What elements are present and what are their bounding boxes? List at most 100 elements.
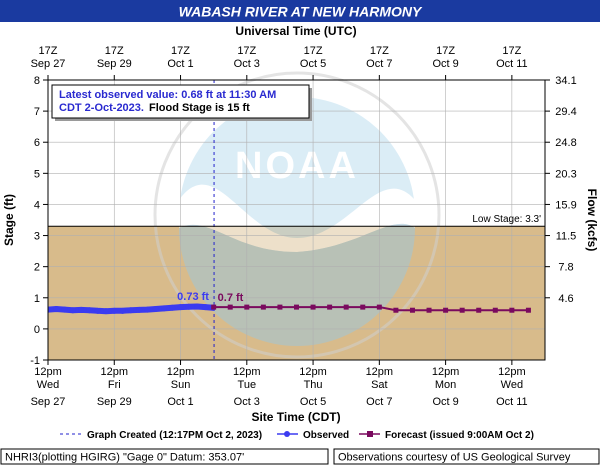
y2-tick-label: 15.9 [555, 199, 576, 211]
y2-tick-label: 7.8 [558, 262, 573, 274]
top-tick-label: Oct 9 [432, 58, 458, 70]
forecast-point [525, 307, 531, 313]
y2-tick-label: 34.1 [555, 75, 576, 87]
legend-observed-label: Observed [303, 430, 349, 441]
y-tick-label: 4 [34, 199, 40, 211]
bottom-tick-label: Sep 27 [31, 396, 66, 408]
y-tick-label: 6 [34, 137, 40, 149]
observed-point [86, 307, 93, 314]
forecast-point [294, 304, 299, 310]
legend-observed-marker [284, 431, 290, 437]
observed-point [152, 305, 159, 312]
y2-tick-label: 11.5 [556, 231, 577, 243]
top-tick-label: 17Z [105, 45, 124, 57]
observed-point [169, 304, 176, 311]
info-flood-stage: Flood Stage is 15 ft [149, 102, 250, 114]
bottom-tick-label: 12pm [233, 366, 261, 378]
forecast-crest-label: 0.7 ft [218, 292, 244, 304]
observed-point [78, 306, 85, 313]
bottom-tick-label: Mon [435, 379, 456, 391]
footer-right-text: Observations courtesy of US Geological S… [338, 452, 571, 464]
top-tick-label: Oct 5 [300, 58, 326, 70]
y-tick-label: -1 [30, 355, 40, 367]
footer-right-box [333, 448, 600, 465]
top-tick-label: Sep 27 [31, 58, 66, 70]
y2-axis-label: Flow (kcfs) [585, 189, 599, 252]
bottom-tick-label: Oct 3 [234, 396, 260, 408]
chart-title: WABASH RIVER AT NEW HARMONY [179, 4, 423, 20]
top-tick-label: Oct 1 [167, 58, 193, 70]
top-tick-label: Oct 3 [234, 58, 260, 70]
bottom-tick-label: 12pm [498, 366, 526, 378]
top-tick-label: Oct 11 [496, 58, 528, 70]
y-tick-label: 1 [34, 293, 40, 305]
top-tick-label: Oct 7 [366, 58, 392, 70]
plot-frame [47, 79, 546, 361]
y2-tick-label: 4.6 [558, 293, 573, 305]
bottom-tick-label: Oct 7 [366, 396, 392, 408]
y-tick-label: 3 [34, 231, 40, 243]
y2-tick-label: 24.8 [555, 137, 576, 149]
y-tick-label: 0 [34, 324, 40, 336]
forecast-point [509, 307, 515, 313]
bottom-tick-label: Sep 29 [97, 396, 132, 408]
top-tick-label: 17Z [502, 45, 521, 57]
observed-point [94, 307, 101, 314]
right-axis-ticks: 4.6 7.8 11.5 15.9 20.3 24.8 29.4 34.1 [545, 75, 577, 305]
footer-left-box [0, 448, 329, 465]
forecast-point [343, 304, 349, 310]
bottom-tick-label: 12pm [167, 366, 195, 378]
observed-point [177, 304, 184, 311]
observed-point [194, 303, 201, 310]
y-tick-label: 8 [34, 75, 40, 87]
observed-crest-label: 0.73 ft [177, 291, 209, 303]
info-date: CDT 2-Oct-2023. [59, 102, 144, 114]
top-tick-label: 17Z [304, 45, 323, 57]
footer-left-text: NHRI3(plotting HGIRG) "Gage 0" Datum: 35… [5, 452, 244, 464]
forecast-point [443, 307, 449, 313]
title-bar [0, 0, 600, 22]
bottom-tick-label: 12pm [366, 366, 394, 378]
top-tick-label: Sep 29 [97, 58, 132, 70]
observed-point [102, 308, 109, 315]
forecast-point [360, 304, 366, 310]
noaa-logo-wordmark: NOAA [235, 145, 359, 187]
y-tick-label: 5 [34, 168, 40, 180]
forecast-point [260, 304, 266, 310]
forecast-point [409, 307, 415, 313]
noaa-logo-seagull [179, 184, 415, 252]
noaa-logo-watermark: NOAA [153, 71, 441, 359]
legend-forecast-label: Forecast (issued 9:00AM Oct 2) [385, 430, 534, 441]
legend: Graph Created (12:17PM Oct 2, 2023) Obse… [60, 430, 534, 441]
forecast-point [244, 304, 250, 310]
observed-point [53, 305, 60, 312]
info-date-line: CDT 2-Oct-2023. Flood Stage is 15 ft [59, 102, 250, 114]
noaa-logo-lower-half [179, 223, 415, 346]
forecast-point [327, 304, 333, 310]
info-latest-observed: Latest observed value: 0.68 ft at 11:30 … [59, 89, 276, 101]
noaa-logo-outer-ring [153, 71, 441, 359]
top-tick-label: 17Z [370, 45, 389, 57]
bottom-tick-label: Sun [171, 379, 191, 391]
bottom-tick-label: Oct 9 [432, 396, 458, 408]
left-axis-ticks: -1 0 1 2 3 4 5 6 7 8 [30, 75, 48, 367]
observed-point [69, 307, 76, 314]
x-axis-label: Site Time (CDT) [251, 410, 340, 424]
legend-created-label: Graph Created (12:17PM Oct 2, 2023) [87, 430, 262, 441]
info-box [51, 84, 310, 119]
y-tick-label: 7 [34, 106, 40, 118]
observed-point [119, 307, 126, 314]
y-axis-label: Stage (ft) [2, 194, 16, 246]
observed-point [144, 306, 151, 313]
bottom-tick-label: Wed [501, 379, 523, 391]
top-tick-label: 17Z [237, 45, 256, 57]
observed-point [202, 304, 209, 311]
top-axis-label: Universal Time (UTC) [235, 24, 356, 38]
bottom-tick-label: Thu [304, 379, 323, 391]
observed-point [160, 305, 167, 312]
bottom-tick-label: 12pm [432, 366, 460, 378]
forecast-point [426, 307, 432, 313]
